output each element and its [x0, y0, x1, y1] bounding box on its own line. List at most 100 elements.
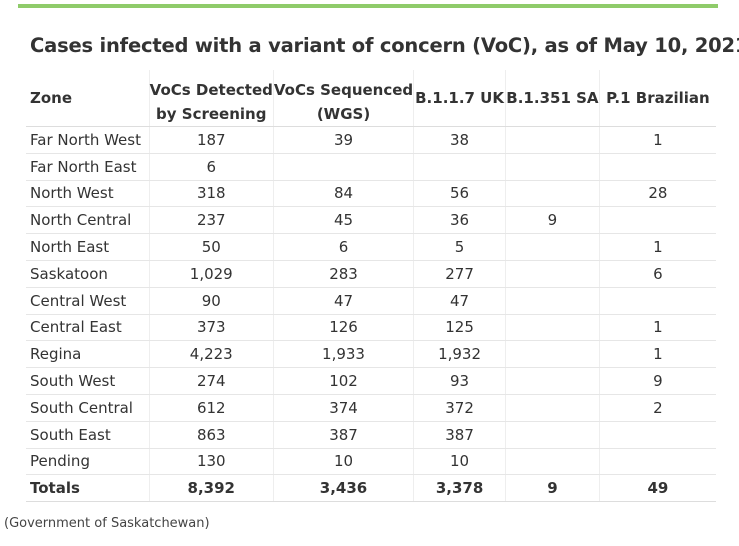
table-row: Central West 90 47 47 — [26, 287, 716, 315]
cell-brazil: 1 — [598, 340, 716, 369]
cell-zone: South East — [26, 421, 150, 449]
cell-uk: 38 — [413, 126, 506, 154]
cell-sequenced — [272, 153, 414, 181]
col-header-uk: B.1.1.7 UK — [413, 70, 506, 127]
table-row: Regina 4,223 1,933 1,932 1 — [26, 340, 716, 369]
table-row: Central East 373 126 125 1 — [26, 314, 716, 342]
col-header-screening: VoCs Detected by Screening — [148, 70, 274, 127]
cell-zone: North Central — [26, 206, 150, 235]
cell-zone: Far North East — [26, 153, 150, 181]
cell-brazil: 1 — [598, 126, 716, 154]
cell-uk — [413, 153, 506, 181]
table-body: Far North West 187 39 38 1 Far North East 6 Nor… — [26, 126, 716, 503]
cell-sequenced: 10 — [272, 448, 414, 476]
col-header-brazil: P.1 Brazilian — [598, 70, 716, 127]
table-title: Cases infected with a variant of concern… — [30, 34, 739, 57]
cell-uk: 36 — [413, 206, 506, 235]
cell-screening: 130 — [148, 448, 274, 476]
cell-uk: 387 — [413, 421, 506, 449]
table-row: South West 274 102 93 9 — [26, 367, 716, 395]
cell-sa — [504, 287, 600, 315]
cell-brazil — [598, 287, 716, 315]
cell-sa — [504, 126, 600, 154]
cell-brazil — [598, 153, 716, 181]
cell-sa — [504, 367, 600, 395]
cell-brazil: 1 — [598, 233, 716, 261]
col-header-sequenced: VoCs Sequenced (WGS) — [272, 70, 414, 127]
table-row: South East 863 387 387 — [26, 421, 716, 449]
cell-screening: 318 — [148, 180, 274, 208]
total-cell-zone: Totals — [26, 474, 150, 503]
cell-sa — [504, 421, 600, 449]
col-header-zone: Zone — [26, 70, 150, 127]
cell-brazil: 1 — [598, 314, 716, 342]
cell-sa — [504, 233, 600, 261]
cell-screening: 274 — [148, 367, 274, 395]
cell-uk: 372 — [413, 394, 506, 422]
cell-sequenced: 126 — [272, 314, 414, 342]
cell-uk: 5 — [413, 233, 506, 261]
cell-sequenced: 84 — [272, 180, 414, 208]
table-row: Saskatoon 1,029 283 277 6 — [26, 260, 716, 288]
cell-screening: 1,029 — [148, 260, 274, 288]
cell-screening: 237 — [148, 206, 274, 235]
total-cell-screening: 8,392 — [148, 474, 274, 503]
cell-brazil: 6 — [598, 260, 716, 288]
cell-screening: 187 — [148, 126, 274, 154]
cell-sa — [504, 394, 600, 422]
cell-brazil: 2 — [598, 394, 716, 422]
cell-brazil: 9 — [598, 367, 716, 395]
table-row: North West 318 84 56 28 — [26, 180, 716, 208]
cell-sa — [504, 314, 600, 342]
table-row: Pending 130 10 10 — [26, 448, 716, 476]
cell-sequenced: 387 — [272, 421, 414, 449]
cell-screening: 373 — [148, 314, 274, 342]
cell-uk: 277 — [413, 260, 506, 288]
cell-screening: 612 — [148, 394, 274, 422]
cell-sa — [504, 340, 600, 369]
cell-zone: Saskatoon — [26, 260, 150, 288]
table-card: Cases infected with a variant of concern… — [18, 4, 739, 503]
cell-brazil — [598, 448, 716, 476]
table-row: South Central 612 374 372 2 — [26, 394, 716, 422]
cell-zone: Pending — [26, 448, 150, 476]
source-caption: (Government of Saskatchewan) — [4, 516, 210, 531]
cell-zone: Far North West — [26, 126, 150, 154]
cell-zone: North West — [26, 180, 150, 208]
table-row: North Central 237 45 36 9 — [26, 206, 716, 235]
cell-uk: 56 — [413, 180, 506, 208]
cell-sa — [504, 180, 600, 208]
cell-uk: 47 — [413, 287, 506, 315]
cell-sequenced: 45 — [272, 206, 414, 235]
cell-zone: Central West — [26, 287, 150, 315]
cell-sequenced: 39 — [272, 126, 414, 154]
cell-sequenced: 283 — [272, 260, 414, 288]
cell-uk: 93 — [413, 367, 506, 395]
cell-screening: 863 — [148, 421, 274, 449]
cell-sequenced: 1,933 — [272, 340, 414, 369]
cell-sa: 9 — [504, 206, 600, 235]
total-cell-brazil: 49 — [598, 474, 716, 503]
col-header-sa: B.1.351 SA — [504, 70, 600, 127]
cell-sequenced: 6 — [272, 233, 414, 261]
totals-row: Totals 8,392 3,436 3,378 9 49 — [26, 474, 716, 503]
cell-uk: 10 — [413, 448, 506, 476]
cell-screening: 6 — [148, 153, 274, 181]
cell-zone: North East — [26, 233, 150, 261]
cell-brazil: 28 — [598, 180, 716, 208]
cell-sequenced: 47 — [272, 287, 414, 315]
cell-sa — [504, 153, 600, 181]
table-row: Far North East 6 — [26, 153, 716, 181]
cell-uk: 1,932 — [413, 340, 506, 369]
table-row: Far North West 187 39 38 1 — [26, 126, 716, 154]
cell-screening: 90 — [148, 287, 274, 315]
cell-sa — [504, 448, 600, 476]
cell-screening: 4,223 — [148, 340, 274, 369]
total-cell-sequenced: 3,436 — [272, 474, 414, 503]
cell-uk: 125 — [413, 314, 506, 342]
header-row: Zone VoCs Detected by Screening VoCs Sequ… — [26, 70, 716, 127]
cell-brazil — [598, 421, 716, 449]
cell-sa — [504, 260, 600, 288]
cell-brazil — [598, 206, 716, 235]
cell-sequenced: 374 — [272, 394, 414, 422]
